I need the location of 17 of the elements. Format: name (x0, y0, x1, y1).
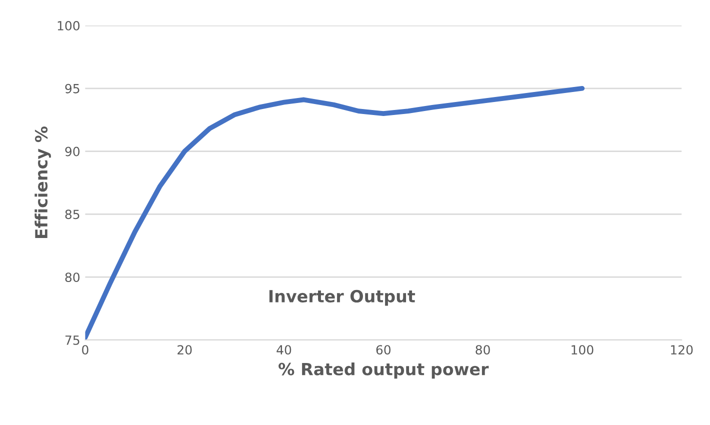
y-tick-label: 100 (58, 20, 80, 30)
x-axis-title: % Rated output power (278, 362, 489, 379)
x-tick-label: 60 (376, 345, 391, 355)
x-tick-label: 20 (178, 345, 192, 355)
x-tick-label: 100 (572, 345, 594, 355)
x-tick-label: 40 (276, 345, 292, 355)
y-tick-label: 75 (65, 336, 80, 345)
x-tick-label: 120 (671, 345, 693, 355)
line-series (85, 86, 585, 340)
y-axis-title: Efficiency % (34, 126, 51, 238)
annotation: Inverter Output (269, 290, 416, 306)
x-tick-label: 80 (476, 345, 490, 355)
x-tick-label: 0 (82, 345, 88, 355)
y-tick-label: 90 (65, 146, 80, 156)
y-tick-label: 95 (65, 84, 80, 94)
y-tick-label: 80 (65, 272, 80, 282)
y-tick-label: 85 (65, 210, 80, 220)
